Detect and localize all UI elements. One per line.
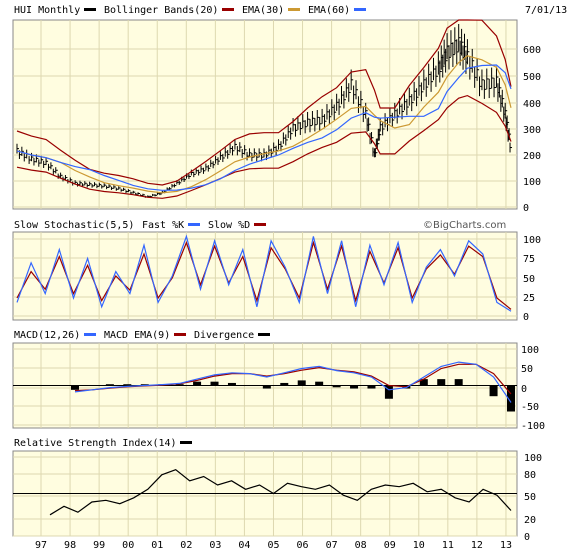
y-tick-label: 0 xyxy=(521,384,527,395)
divergence-bar xyxy=(262,385,271,389)
y-tick-label: 400 xyxy=(523,99,541,110)
stoch-fast-k-line xyxy=(16,234,512,312)
divergence-bar xyxy=(437,379,446,386)
x-tick-label: 09 xyxy=(384,540,396,551)
watermark: ©BigCharts.com xyxy=(423,220,506,231)
legend-swatch xyxy=(188,223,200,226)
y-tick-label: 100 xyxy=(523,235,541,246)
x-tick-label: 07 xyxy=(326,540,338,551)
divergence-bar xyxy=(245,385,254,386)
y-tick-label: 0 xyxy=(523,203,529,214)
y-tick-label: 50 xyxy=(521,364,533,375)
x-tick-label: 98 xyxy=(64,540,76,551)
y-tick-label: -50 xyxy=(521,402,539,413)
divergence-bar xyxy=(419,379,428,386)
y-tick-label: 500 xyxy=(523,72,541,83)
y-tick-label: 0 xyxy=(524,532,530,543)
legend-label: Fast %K xyxy=(142,220,184,231)
divergence-bar xyxy=(350,385,359,389)
y-tick-label: 80 xyxy=(524,470,536,481)
legend-label: EMA(60) xyxy=(308,5,350,16)
chart-date: 7/01/13 xyxy=(525,5,567,16)
x-tick-label: 03 xyxy=(209,540,221,551)
x-tick-label: 11 xyxy=(442,540,454,551)
y-tick-label: 20 xyxy=(524,515,536,526)
legend-swatch xyxy=(84,333,96,336)
price-panel xyxy=(12,19,518,210)
divergence-bar xyxy=(280,382,289,386)
divergence-bar xyxy=(297,380,306,386)
divergence-bar xyxy=(384,385,393,399)
x-tick-label: 13 xyxy=(500,540,512,551)
legend-swatch xyxy=(288,8,300,11)
rsi-line xyxy=(49,469,512,516)
bollinger-upper-line xyxy=(16,19,512,186)
divergence-bar xyxy=(71,385,79,390)
legend-label: HUI Monthly xyxy=(14,5,80,16)
legend-swatch xyxy=(180,441,192,444)
divergence-bar xyxy=(227,382,236,386)
y-tick-label: -100 xyxy=(521,421,545,432)
x-tick-label: 01 xyxy=(151,540,163,551)
divergence-bar xyxy=(454,379,463,386)
y-tick-label: 600 xyxy=(523,45,541,56)
x-tick-label: 97 xyxy=(35,540,47,551)
y-tick-label: 25 xyxy=(523,293,535,304)
divergence-bar xyxy=(210,381,219,386)
y-tick-label: 100 xyxy=(523,177,541,188)
legend-swatch xyxy=(174,333,186,336)
legend-label: MACD(12,26) xyxy=(14,330,80,341)
x-tick-label: 99 xyxy=(93,540,105,551)
legend-label: Slow %D xyxy=(208,220,250,231)
y-tick-label: 50 xyxy=(524,492,536,503)
legend-label: MACD EMA(9) xyxy=(104,330,170,341)
x-tick-label: 05 xyxy=(267,540,279,551)
divergence-bar xyxy=(105,384,114,386)
legend-swatch xyxy=(258,333,270,336)
chart-marks xyxy=(13,19,517,516)
legend-label: Relative Strength Index(14) xyxy=(14,438,177,449)
y-tick-label: 50 xyxy=(523,274,535,285)
x-tick-label: 02 xyxy=(180,540,192,551)
y-tick-label: 0 xyxy=(523,312,529,323)
divergence-bar xyxy=(315,381,324,386)
tick-labels: 97 98 99 00 01 02 03 04 05 06 07 08 09 10 11 12 13600500… xyxy=(35,45,545,551)
legend-swatch xyxy=(222,8,234,11)
divergence-bar xyxy=(489,385,498,397)
legend-label: EMA(30) xyxy=(242,5,284,16)
x-tick-label: 12 xyxy=(471,540,483,551)
divergence-bar xyxy=(472,385,481,386)
legend-label: Slow Stochastic(5,5) xyxy=(14,220,134,231)
x-tick-label: 08 xyxy=(355,540,367,551)
legend-label: Divergence xyxy=(194,330,254,341)
ema60-line xyxy=(16,64,512,191)
divergence-bar xyxy=(367,385,376,389)
y-tick-label: 200 xyxy=(523,151,541,162)
bollinger-lower-line xyxy=(16,94,512,199)
divergence-bar xyxy=(175,384,184,386)
y-tick-label: 100 xyxy=(521,345,539,356)
divergence-bar xyxy=(332,385,341,388)
x-tick-label: 10 xyxy=(413,540,425,551)
macd-line xyxy=(74,361,512,403)
divergence-bar xyxy=(193,381,202,386)
legends: HUI Monthly Bollinger Bands(20) EMA(30) EMA… xyxy=(14,5,366,449)
y-tick-label: 75 xyxy=(523,254,535,265)
x-tick-label: 06 xyxy=(297,540,309,551)
divergence-bar xyxy=(88,385,97,386)
legend-swatch xyxy=(254,223,266,226)
ema30-line xyxy=(16,55,512,194)
legend-swatch xyxy=(354,8,366,11)
legend-label: Bollinger Bands(20) xyxy=(104,5,218,16)
divergence-bar xyxy=(123,384,132,386)
stoch-panel xyxy=(12,231,518,321)
divergence-bar xyxy=(507,385,515,412)
y-tick-label: 100 xyxy=(524,453,542,464)
legend-swatch xyxy=(84,8,96,11)
x-tick-label: 04 xyxy=(238,540,250,551)
x-tick-label: 00 xyxy=(122,540,134,551)
y-tick-label: 300 xyxy=(523,125,541,136)
